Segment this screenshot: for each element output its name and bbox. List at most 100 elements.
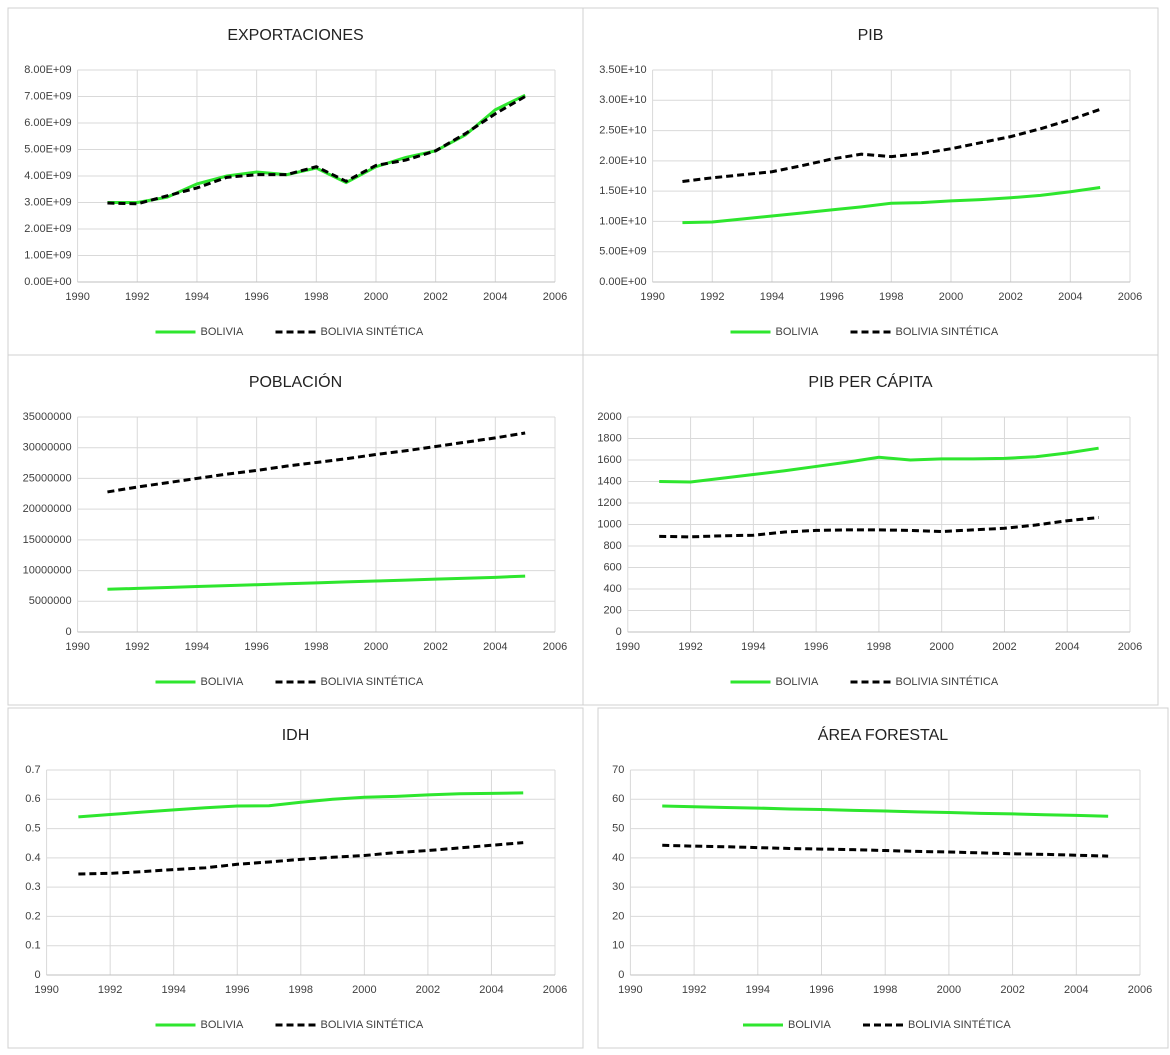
y-tick-label: 0.1 [25,940,40,952]
y-tick-label: 0 [618,969,624,981]
y-tick-label: 2.50E+10 [599,124,646,136]
legend-label: BOLIVIA SINTÉTICA [321,1018,424,1031]
x-tick-label: 1998 [289,984,313,996]
x-tick-label: 1994 [185,291,209,303]
y-tick-label: 0.2 [25,910,40,922]
x-tick-label: 2000 [352,984,376,996]
x-tick-label: 2006 [1118,641,1142,653]
x-tick-label: 1990 [65,291,89,303]
series-line [662,804,1109,818]
y-tick-label: 1.00E+10 [599,215,646,227]
panel-border [582,354,1159,706]
series-line [682,107,1101,183]
y-tick-label: 10 [612,940,624,952]
x-tick-label: 2004 [1064,984,1088,996]
x-tick-label: 2004 [483,291,507,303]
series-line [107,574,526,591]
chart-title: PIB [858,27,884,44]
series-line [659,516,1099,539]
x-tick-label: 1990 [618,984,642,996]
chart-title: POBLACIÓN [249,372,342,391]
y-tick-label: 50 [612,822,624,834]
y-tick-label: 7.00E+09 [24,90,71,102]
x-tick-label: 1992 [125,641,149,653]
x-tick-label: 2006 [1128,984,1152,996]
series-line [662,843,1109,858]
x-tick-label: 2000 [939,291,963,303]
legend-label: BOLIVIA [201,676,244,688]
chart-title: ÁREA FORESTAL [818,725,949,744]
legend-label: BOLIVIA [776,326,819,338]
legend-label: BOLIVIA SINTÉTICA [321,675,424,688]
series-line [78,841,524,876]
x-tick-label: 1998 [304,291,328,303]
x-tick-label: 1998 [867,641,891,653]
x-tick-label: 1996 [244,641,268,653]
y-tick-label: 20000000 [23,503,72,515]
y-tick-label: 0.6 [25,793,40,805]
chart-title: IDH [282,727,310,744]
panel-border [7,707,584,1049]
x-tick-label: 2006 [1118,291,1142,303]
x-tick-label: 1998 [873,984,897,996]
x-tick-label: 1992 [700,291,724,303]
y-tick-label: 0.5 [25,822,40,834]
legend-label: BOLIVIA SINTÉTICA [896,675,999,688]
y-tick-label: 1600 [597,454,621,466]
panel-border [597,707,1169,1049]
x-tick-label: 2004 [479,984,503,996]
x-tick-label: 1994 [746,984,770,996]
x-tick-label: 1992 [125,291,149,303]
x-tick-label: 2002 [416,984,440,996]
x-tick-label: 1994 [741,641,765,653]
x-tick-label: 2006 [543,291,567,303]
y-tick-label: 10000000 [23,564,72,576]
y-tick-label: 35000000 [23,411,72,423]
y-tick-label: 3.00E+10 [599,94,646,106]
y-tick-label: 0.3 [25,881,40,893]
y-tick-label: 1.00E+09 [24,249,71,261]
x-tick-label: 1992 [98,984,122,996]
y-tick-label: 70 [612,764,624,776]
legend-label: BOLIVIA [788,1019,831,1031]
legend-label: BOLIVIA [201,1019,244,1031]
y-tick-label: 5.00E+09 [24,143,71,155]
y-tick-label: 1400 [597,475,621,487]
y-tick-label: 0.00E+00 [24,276,71,288]
x-tick-label: 2002 [423,291,447,303]
series-line [682,186,1101,225]
x-tick-label: 1996 [804,641,828,653]
y-tick-label: 2000 [597,411,621,423]
y-tick-label: 0 [34,969,40,981]
y-tick-label: 0.7 [25,764,40,776]
y-tick-label: 2.00E+09 [24,223,71,235]
x-tick-label: 1996 [244,291,268,303]
x-tick-label: 1994 [760,291,784,303]
y-tick-label: 15000000 [23,534,72,546]
chart-title: EXPORTACIONES [227,27,363,44]
legend-label: BOLIVIA [776,676,819,688]
x-tick-label: 1996 [225,984,249,996]
x-tick-label: 1998 [879,291,903,303]
x-tick-label: 1996 [819,291,843,303]
y-tick-label: 30 [612,881,624,893]
y-tick-label: 4.00E+09 [24,170,71,182]
x-tick-label: 2002 [998,291,1022,303]
y-tick-label: 1800 [597,432,621,444]
series-line [107,95,526,206]
x-tick-label: 2000 [364,641,388,653]
x-tick-label: 2002 [992,641,1016,653]
y-tick-label: 6.00E+09 [24,117,71,129]
legend-label: BOLIVIA SINTÉTICA [321,325,424,338]
x-tick-label: 2002 [423,641,447,653]
x-tick-label: 1996 [809,984,833,996]
y-tick-label: 0 [616,626,622,638]
series-line [78,791,524,819]
x-tick-label: 1990 [616,641,640,653]
x-tick-label: 2004 [483,641,507,653]
series-line [107,431,526,494]
y-tick-label: 30000000 [23,442,72,454]
legend-label: BOLIVIA [201,326,244,338]
